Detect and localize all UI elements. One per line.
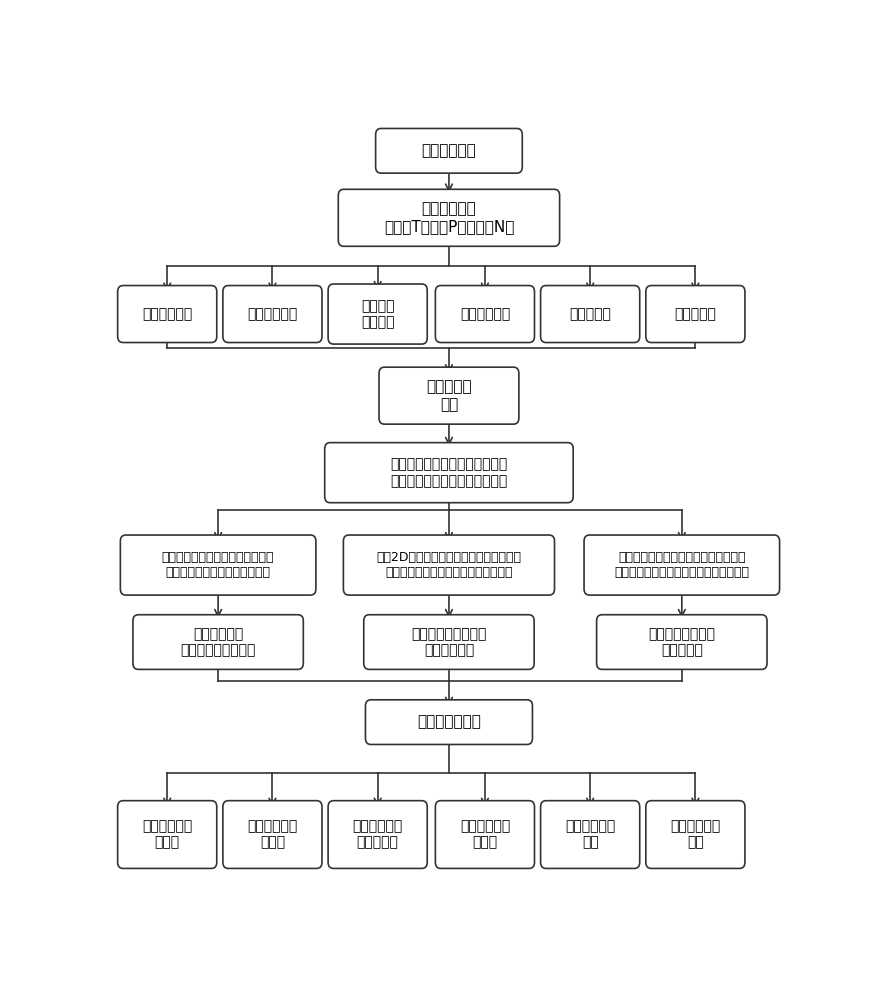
FancyBboxPatch shape bbox=[117, 801, 216, 868]
FancyBboxPatch shape bbox=[646, 286, 745, 343]
Text: 稳定的黏度、导热
系数数据点: 稳定的黏度、导热 系数数据点 bbox=[648, 627, 716, 657]
FancyBboxPatch shape bbox=[435, 801, 534, 868]
Text: 焓计算函数: 焓计算函数 bbox=[569, 307, 611, 321]
Text: 采用2D核密度法作温度与压力的核密度图
及概率分布图，获取高精度工况数据点: 采用2D核密度法作温度与压力的核密度图 及概率分布图，获取高精度工况数据点 bbox=[377, 551, 521, 579]
Text: 稳定的密度、
内能、焓、熵数据点: 稳定的密度、 内能、焓、熵数据点 bbox=[180, 627, 256, 657]
Text: 输入工况参数
（温度T、压力P、分子数N）: 输入工况参数 （温度T、压力P、分子数N） bbox=[384, 202, 514, 234]
FancyBboxPatch shape bbox=[364, 615, 534, 669]
Text: 选择碳氢燃料: 选择碳氢燃料 bbox=[421, 143, 477, 158]
FancyBboxPatch shape bbox=[223, 286, 322, 343]
Text: 获得碳氢燃料
的焓: 获得碳氢燃料 的焓 bbox=[565, 819, 615, 850]
Text: 分子动力学
运行: 分子动力学 运行 bbox=[426, 379, 472, 412]
FancyBboxPatch shape bbox=[435, 286, 534, 343]
Text: 获得碳氢燃料
的导热系数: 获得碳氢燃料 的导热系数 bbox=[352, 819, 403, 850]
Text: 导热系数
计算函数: 导热系数 计算函数 bbox=[361, 299, 394, 329]
FancyBboxPatch shape bbox=[133, 615, 303, 669]
FancyBboxPatch shape bbox=[584, 535, 780, 595]
Text: 黏度计算函数: 黏度计算函数 bbox=[247, 307, 298, 321]
FancyBboxPatch shape bbox=[338, 189, 560, 246]
Text: 获得碳氢燃料
的黏度: 获得碳氢燃料 的黏度 bbox=[247, 819, 298, 850]
Text: 获得碳氢燃料
的熵: 获得碳氢燃料 的熵 bbox=[670, 819, 721, 850]
FancyBboxPatch shape bbox=[597, 615, 767, 669]
Text: 获得碳氢燃料
的内能: 获得碳氢燃料 的内能 bbox=[460, 819, 510, 850]
FancyBboxPatch shape bbox=[379, 367, 519, 424]
FancyBboxPatch shape bbox=[646, 801, 745, 868]
Text: 获得碳氢燃料
的密度: 获得碳氢燃料 的密度 bbox=[142, 819, 193, 850]
FancyBboxPatch shape bbox=[540, 801, 639, 868]
FancyBboxPatch shape bbox=[328, 801, 427, 868]
Text: 熵计算函数: 熵计算函数 bbox=[675, 307, 717, 321]
Text: 内能计算函数: 内能计算函数 bbox=[460, 307, 510, 321]
Text: 密度计算函数: 密度计算函数 bbox=[142, 307, 193, 321]
Text: 根据体系各方向热流量及应力波动情况
判断黏度、导热系数等输运性质何时稳定: 根据体系各方向热流量及应力波动情况 判断黏度、导热系数等输运性质何时稳定 bbox=[614, 551, 749, 579]
Text: 输出密度、黏度、导热系数、内
能、焓、熵等热物性初步计算值: 输出密度、黏度、导热系数、内 能、焓、熵等热物性初步计算值 bbox=[391, 458, 507, 488]
FancyBboxPatch shape bbox=[540, 286, 639, 343]
FancyBboxPatch shape bbox=[328, 284, 427, 344]
Text: 取交集，作平均: 取交集，作平均 bbox=[417, 715, 481, 730]
FancyBboxPatch shape bbox=[365, 700, 533, 744]
FancyBboxPatch shape bbox=[343, 535, 555, 595]
Text: 精确温度、压力下的
热物性数据点: 精确温度、压力下的 热物性数据点 bbox=[411, 627, 487, 657]
FancyBboxPatch shape bbox=[223, 801, 322, 868]
FancyBboxPatch shape bbox=[120, 535, 316, 595]
FancyBboxPatch shape bbox=[376, 128, 522, 173]
Text: 根据体系势能波动情况判断密度、
内能、焓、熵等热物性何时稳定: 根据体系势能波动情况判断密度、 内能、焓、熵等热物性何时稳定 bbox=[162, 551, 274, 579]
FancyBboxPatch shape bbox=[325, 443, 573, 503]
FancyBboxPatch shape bbox=[117, 286, 216, 343]
